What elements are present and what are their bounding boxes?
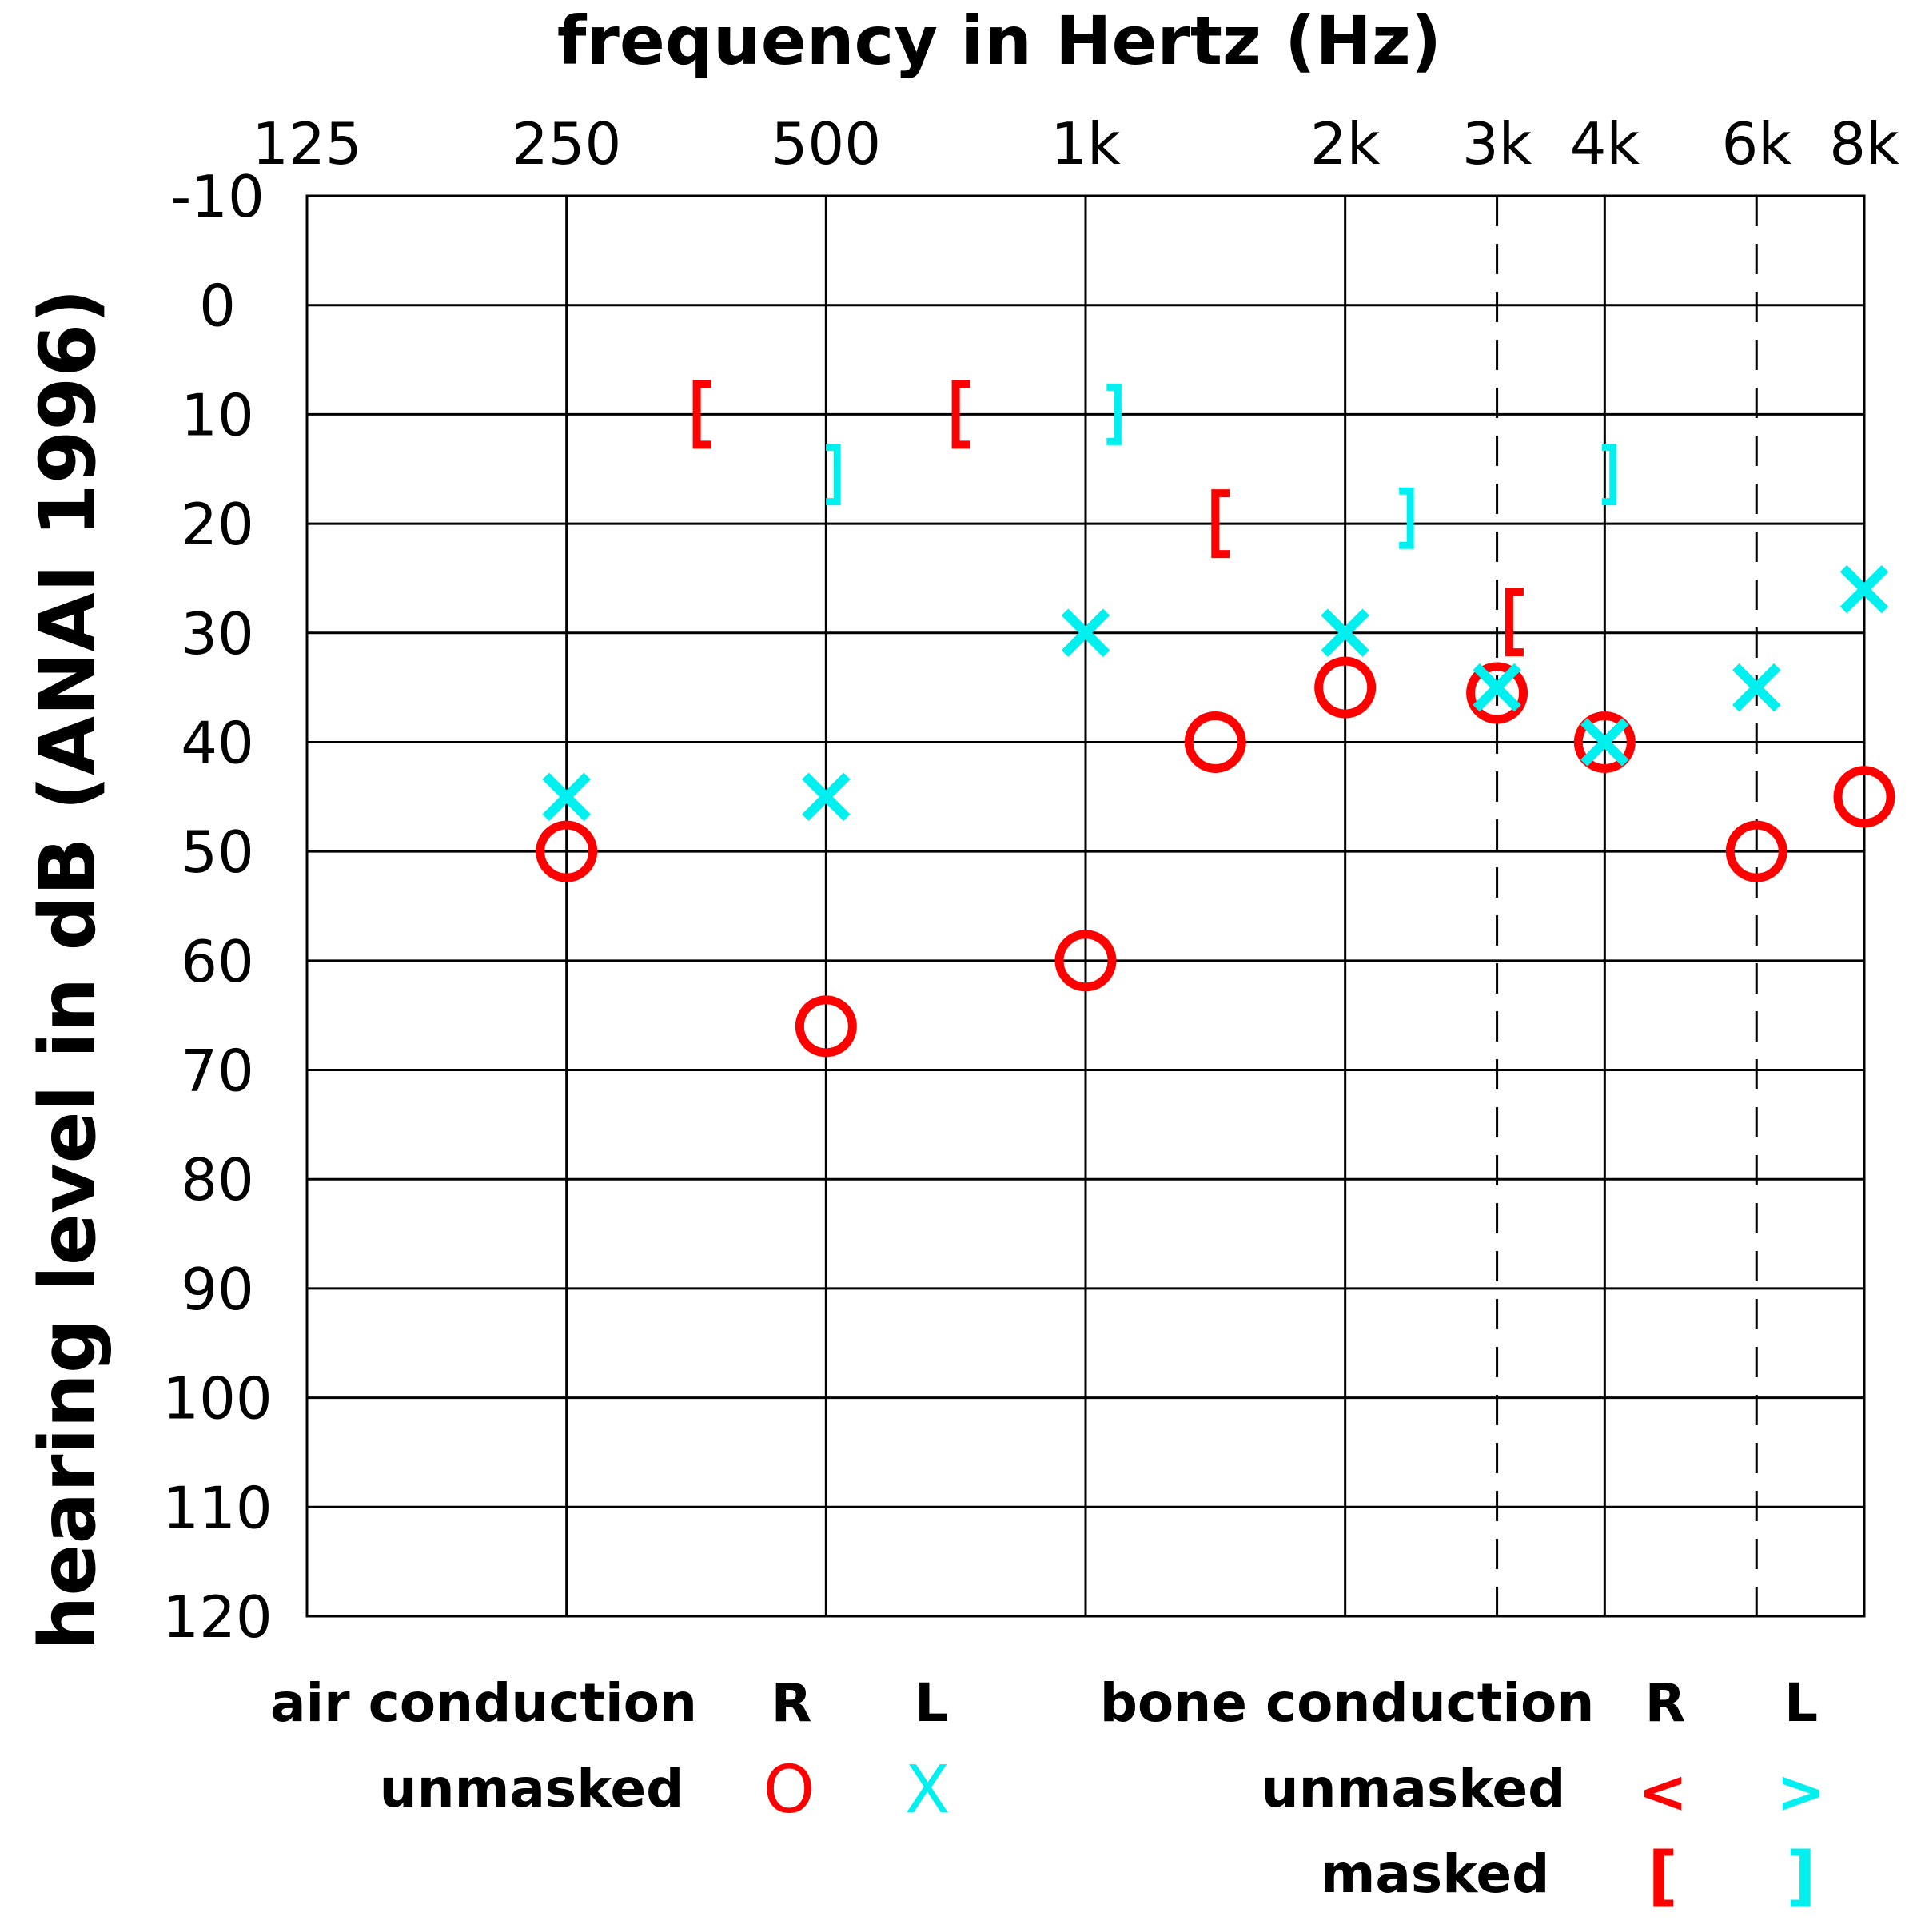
y-tick-label: 90 [181,1256,254,1323]
x-stroke [802,772,851,822]
y-tick-label: 60 [181,928,254,995]
y-axis-title: hearing level in dB (ANAI 1996) [23,289,113,1651]
y-tick-label: 30 [181,600,254,667]
x-stroke [1321,608,1369,658]
air-left-x-marker [542,772,591,822]
legend-air-unmasked-r-symbol: O [763,1752,815,1828]
y-tick-label: 70 [181,1038,254,1105]
air-left-x-marker [802,772,851,822]
y-tick-label: 10 [181,381,254,448]
x-tick-label: 125 [252,110,361,177]
bone-right-masked-bracket [951,380,970,449]
bone-right-masked-bracket [1505,588,1524,657]
legend-air-unmasked-label: unmasked [380,1758,684,1819]
x-stroke [1473,663,1521,712]
bone-left-masked-bracket [1106,383,1122,445]
x-tick-label: 4k [1570,110,1640,177]
air-right-o-marker [1184,711,1246,773]
x-stroke [1839,564,1889,614]
air-left-x-marker [1061,608,1110,658]
air-left-x-marker [1839,564,1889,614]
x-tick-label: 8k [1829,110,1899,177]
x-axis-title: frequency in Hertz (Hz) [557,2,1441,80]
bone-left-masked-bracket [1399,487,1414,549]
air-right-o-marker [1314,656,1377,719]
grid [305,194,1866,1618]
y-tick-label: 50 [181,819,254,886]
bone-left-masked-bracket [1601,444,1617,506]
legend-bone-unmasked-l-symbol: > [1776,1758,1826,1826]
x-stroke [1061,608,1110,658]
legend-bone-l-header: L [1784,1672,1818,1734]
x-tick-label: 250 [512,110,621,177]
x-tick-label: 2k [1310,110,1381,177]
y-tick-label: 20 [181,491,254,558]
legend-bone-masked-label: masked [1321,1843,1550,1905]
air-left-x-marker [1732,663,1781,712]
x-tick-label: 6k [1721,110,1791,177]
x-stroke [542,772,591,822]
legend-air-r-header: R [771,1672,812,1734]
air-left-x-marker [1473,663,1521,712]
bone-right-masked-bracket [692,380,711,449]
air-right-o-marker [1725,820,1787,882]
air-left-x-marker [1580,718,1629,767]
air-right-o-marker [795,995,857,1058]
x-tick-label: 1k [1050,110,1121,177]
y-tick-label: 0 [199,273,236,340]
x-stroke [1732,663,1781,712]
x-tick-label: 500 [771,110,881,177]
air-right-o-marker [1573,711,1636,773]
plot-frame [305,194,1866,1618]
x-tick-label: 3k [1462,110,1532,177]
legend-bone-masked-r-symbol: [ [1648,1838,1677,1914]
legend-bone-unmasked-label: unmasked [1261,1758,1566,1819]
x-stroke [1580,718,1629,767]
air-right-o-marker [1466,662,1528,724]
bone-left-masked-bracket [826,444,841,506]
data-points [536,380,1895,1058]
y-tick-labels: -10 0 10 20 30 40 50 60 70 80 90 100 110 120 [162,163,272,1651]
legend-air-title: air conduction [270,1672,697,1734]
legend-bone-masked-l-symbol: ] [1786,1838,1815,1914]
legend-bone-r-header: R [1645,1672,1686,1734]
bone-right-masked-bracket [1211,489,1230,559]
y-tick-label: 120 [162,1583,272,1651]
legend-air-l-header: L [915,1672,948,1734]
y-tick-label: -10 [170,163,265,230]
air-right-o-marker [536,820,598,882]
air-right-o-marker [1833,766,1895,828]
y-tick-label: 110 [162,1474,272,1541]
y-tick-label: 40 [181,709,254,776]
air-right-o-marker [1054,930,1117,992]
y-tick-label: 80 [181,1146,254,1213]
legend: air conduction R L unmasked O X bone con… [270,1672,1826,1914]
x-tick-labels: 125 250 500 1k 2k 3k 4k 6k 8k [252,110,1899,177]
legend-bone-title: bone conduction [1100,1672,1595,1734]
air-left-x-marker [1321,608,1369,658]
legend-air-unmasked-l-symbol: X [905,1752,950,1828]
y-tick-label: 100 [162,1365,272,1432]
legend-bone-unmasked-r-symbol: < [1638,1758,1688,1826]
